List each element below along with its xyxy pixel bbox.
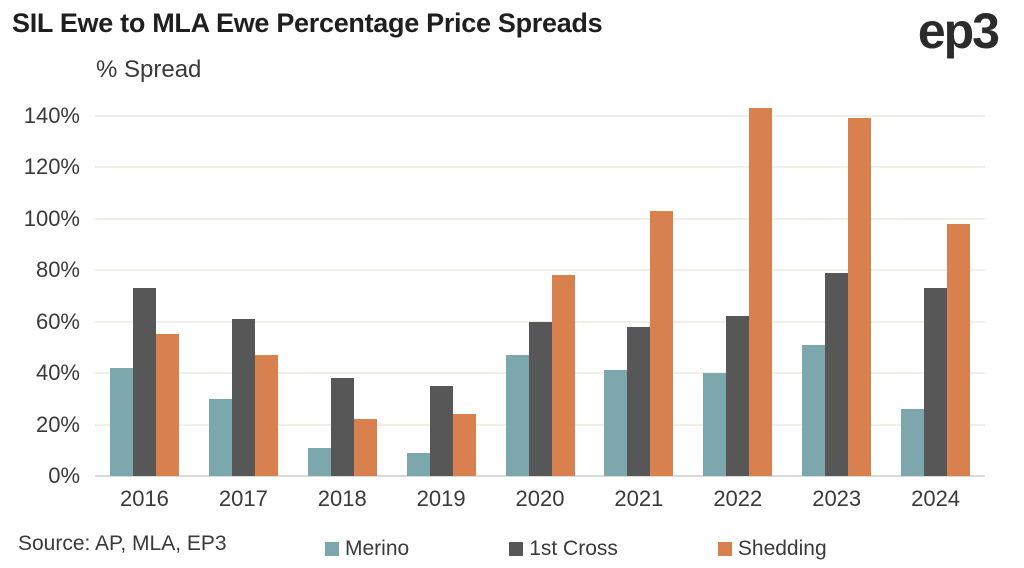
bar-2024-shedding — [947, 224, 971, 476]
x-tick-2019: 2019 — [416, 486, 466, 511]
x-tick-2018: 2018 — [317, 486, 367, 511]
ep3-logo: ep3 — [917, 3, 1000, 59]
bar-2020-merino — [505, 355, 529, 476]
bar-2020-1st-cross — [528, 322, 552, 476]
y-tick-120: 120% — [23, 154, 80, 179]
bar-2016-1st-cross — [132, 288, 156, 476]
plot-area — [95, 90, 985, 477]
y-tick-0: 0% — [48, 463, 80, 488]
y-tick-80: 80% — [35, 257, 80, 282]
legend-item-shedding: Shedding — [717, 537, 827, 561]
bar-2024-merino — [901, 409, 925, 476]
bar-2021-1st-cross — [627, 327, 651, 476]
x-tick-2022: 2022 — [713, 486, 763, 511]
bar-2019-shedding — [452, 414, 476, 476]
legend-swatch-icon — [717, 542, 732, 556]
bar-group-2023 — [787, 90, 886, 476]
source-note: Source: AP, MLA, EP3 — [18, 532, 227, 555]
legend: Merino 1st Cross Shedding — [325, 537, 827, 561]
bar-group-2019 — [392, 90, 491, 476]
x-tick-2016: 2016 — [119, 486, 169, 511]
bar-2021-merino — [604, 370, 628, 476]
x-tick-2023: 2023 — [812, 486, 862, 511]
bar-2016-shedding — [155, 334, 179, 476]
bar-2023-1st-cross — [825, 273, 849, 476]
bar-2022-merino — [703, 373, 727, 476]
gridline-120 — [95, 166, 985, 168]
bar-2019-1st-cross — [429, 386, 453, 476]
y-axis-tick-labels: 0% 20% 40% 60% 80% 100% 120% 140% — [0, 90, 80, 488]
x-axis-line — [95, 475, 985, 477]
x-tick-2024: 2024 — [911, 486, 961, 511]
bar-2018-merino — [307, 448, 331, 476]
legend-item-merino: Merino — [325, 537, 409, 561]
y-tick-60: 60% — [35, 309, 80, 334]
gridline-100 — [95, 218, 985, 220]
y-tick-40: 40% — [35, 360, 80, 385]
y-tick-20: 20% — [35, 412, 80, 437]
bar-2018-1st-cross — [330, 378, 354, 476]
gridline-80 — [95, 269, 985, 271]
bar-group-2016 — [95, 90, 194, 476]
y-tick-140: 140% — [23, 103, 80, 128]
y-tick-100: 100% — [23, 206, 80, 231]
bar-2022-1st-cross — [726, 316, 750, 476]
bar-2024-1st-cross — [924, 288, 948, 476]
legend-swatch-icon — [325, 542, 339, 556]
x-tick-2017: 2017 — [218, 486, 268, 511]
bar-2017-shedding — [254, 355, 278, 476]
legend-swatch-icon — [509, 542, 524, 556]
x-axis-tick-labels: 2016 2017 2018 2019 2020 2021 2022 2023 2024 — [95, 486, 985, 512]
legend-label: 1st Cross — [529, 537, 618, 560]
bar-2017-1st-cross — [231, 319, 255, 476]
bar-group-2017 — [194, 90, 293, 476]
bar-2021-shedding — [650, 211, 674, 476]
gridline-140 — [95, 115, 985, 117]
x-tick-2021: 2021 — [614, 486, 664, 511]
bar-2017-merino — [208, 399, 232, 476]
bar-group-2021 — [589, 90, 688, 476]
legend-label: Merino — [345, 537, 410, 560]
bar-2023-shedding — [848, 118, 872, 476]
bar-2022-shedding — [749, 108, 773, 476]
bar-2016-merino — [109, 368, 133, 476]
bar-2020-shedding — [551, 275, 575, 476]
legend-item-1st-cross: 1st Cross — [509, 537, 618, 561]
bar-group-2020 — [491, 90, 590, 476]
chart-title: SIL Ewe to MLA Ewe Percentage Price Spre… — [12, 8, 603, 38]
bar-series-container — [95, 90, 985, 476]
y-axis-label: % Spread — [96, 56, 202, 83]
bar-2019-merino — [406, 453, 430, 476]
bar-group-2024 — [886, 90, 985, 476]
bar-group-2022 — [688, 90, 787, 476]
legend-label: Shedding — [737, 537, 827, 560]
bar-2023-merino — [802, 345, 826, 476]
bar-2018-shedding — [353, 419, 377, 476]
bar-group-2018 — [293, 90, 392, 476]
x-tick-2020: 2020 — [515, 486, 565, 511]
